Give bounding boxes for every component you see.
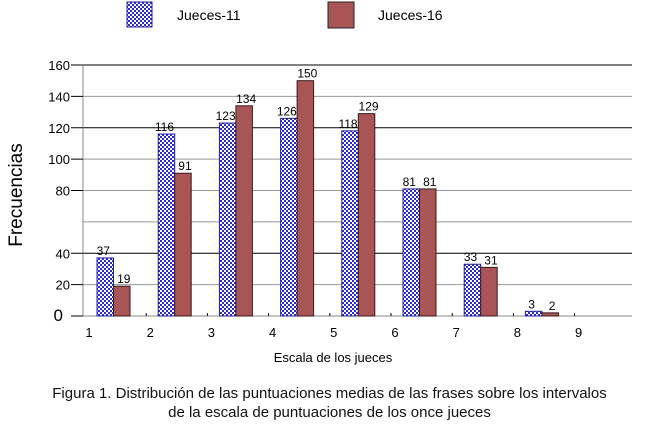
y-tick-label: 20: [56, 278, 70, 293]
bar-jueces-16: [541, 312, 559, 317]
bar-jueces-11: [402, 188, 420, 317]
data-label: 91: [178, 159, 192, 173]
bar-jueces-11: [280, 117, 298, 317]
y-tick-label: 120: [48, 121, 70, 136]
figure-caption: Figura 1. Distribución de las puntuacion…: [0, 384, 659, 422]
x-tick-label: 7: [453, 325, 460, 340]
data-label: 123: [216, 109, 236, 123]
y-tick-label: 40: [56, 246, 70, 261]
data-label: 150: [297, 67, 317, 81]
caption-line-1: Figura 1. Distribución de las puntuacion…: [52, 385, 607, 402]
legend-swatch-jueces-11: [126, 1, 153, 28]
x-tick-label: 2: [147, 325, 154, 340]
x-tick-label: 5: [330, 325, 337, 340]
data-label: 31: [484, 253, 498, 267]
y-tick-label: 160: [48, 58, 70, 73]
x-tick-label: 8: [514, 325, 521, 340]
bar-jueces-16: [296, 80, 315, 317]
bar-jueces-11: [341, 130, 359, 317]
y-tick-label: 100: [48, 152, 70, 167]
x-tick-label: 4: [269, 325, 276, 340]
legend-label-jueces-16: Jueces-16: [378, 7, 443, 23]
data-label: 118: [338, 117, 357, 131]
data-label: 81: [423, 175, 437, 189]
bar-jueces-16: [357, 113, 376, 317]
data-label: 126: [277, 104, 297, 118]
data-label: 81: [403, 175, 417, 189]
y-axis-title: Frecuencias: [6, 143, 27, 247]
bar-jueces-16: [419, 188, 437, 317]
bar-jueces-16: [113, 285, 131, 317]
data-label: 116: [155, 120, 174, 134]
x-axis-title: Escala de los jueces: [274, 350, 393, 365]
caption-line-2: de la escala de puntuaciones de los once…: [168, 404, 491, 421]
bar-jueces-16: [174, 172, 192, 317]
y-tick-label: 140: [48, 89, 70, 104]
bar-jueces-11: [96, 257, 114, 317]
legend-label-jueces-11: Jueces-11: [177, 7, 241, 23]
x-tick-label: 1: [85, 325, 92, 340]
bar-jueces-11: [218, 122, 237, 317]
x-tick-label: 9: [575, 325, 582, 340]
bar-jueces-11: [463, 263, 482, 317]
data-label: 3: [528, 297, 535, 311]
data-label: 2: [549, 299, 556, 313]
bar-jueces-11: [524, 310, 543, 317]
x-tick-label: 6: [391, 325, 398, 340]
y-tick-label: 80: [56, 184, 70, 199]
data-label: 33: [464, 250, 478, 264]
data-label: 37: [97, 244, 111, 258]
legend-swatch-jueces-16: [327, 1, 355, 29]
x-tick-label: 3: [208, 325, 215, 340]
y-tick-label: 0: [54, 306, 63, 325]
data-label: 129: [359, 100, 379, 114]
data-label: 134: [236, 92, 256, 106]
bar-jueces-16: [235, 105, 253, 317]
bar-jueces-16: [480, 266, 498, 317]
data-label: 19: [117, 272, 131, 286]
bar-jueces-11: [157, 133, 176, 317]
